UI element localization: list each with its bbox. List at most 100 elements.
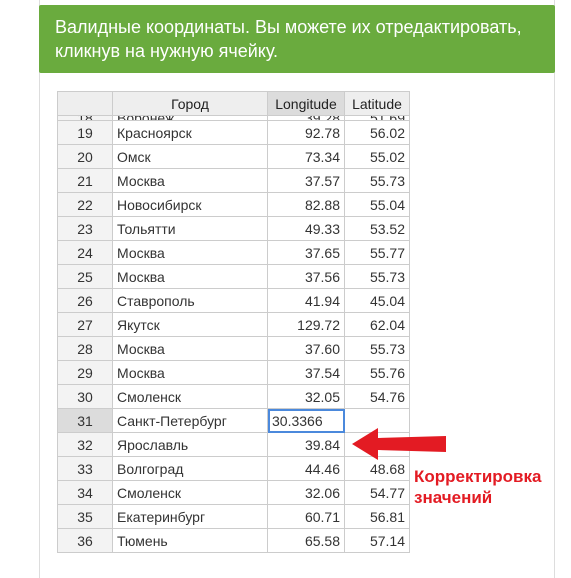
latitude-cell[interactable]: 56.02: [344, 120, 410, 145]
city-cell[interactable]: Санкт-Петербург: [112, 408, 268, 433]
city-cell[interactable]: Смоленск: [112, 384, 268, 409]
latitude-cell[interactable]: 45.04: [344, 288, 410, 313]
table-row: 34 Смоленск 32.06 54.77: [57, 480, 410, 505]
annotation-line-2: значений: [414, 488, 493, 507]
row-number: 31: [57, 408, 113, 433]
longitude-cell[interactable]: 60.71: [267, 504, 345, 529]
longitude-cell[interactable]: 41.94: [267, 288, 345, 313]
row-number: 28: [57, 336, 113, 361]
latitude-cell[interactable]: 55.02: [344, 144, 410, 169]
longitude-cell[interactable]: 37.56: [267, 264, 345, 289]
row-number-header: [57, 91, 113, 116]
annotation-label: Корректировка значений: [414, 466, 541, 508]
longitude-cell[interactable]: 129.72: [267, 312, 345, 337]
table-row: 30 Смоленск 32.05 54.76: [57, 384, 410, 409]
latitude-cell[interactable]: 57.14: [344, 528, 410, 553]
city-cell[interactable]: Смоленск: [112, 480, 268, 505]
table-row: 33 Волгоград 44.46 48.68: [57, 456, 410, 481]
row-number: 33: [57, 456, 113, 481]
latitude-cell[interactable]: 55.76: [344, 360, 410, 385]
table-row: 35 Екатеринбург 60.71 56.81: [57, 504, 410, 529]
longitude-cell[interactable]: 82.88: [267, 192, 345, 217]
longitude-cell[interactable]: 37.57: [267, 168, 345, 193]
row-number: 36: [57, 528, 113, 553]
row-number: 26: [57, 288, 113, 313]
longitude-cell[interactable]: 73.34: [267, 144, 345, 169]
table-row: 21 Москва 37.57 55.73: [57, 168, 410, 193]
longitude-cell[interactable]: 49.33: [267, 216, 345, 241]
table-row: 28 Москва 37.60 55.73: [57, 336, 410, 361]
city-cell[interactable]: Екатеринбург: [112, 504, 268, 529]
city-cell[interactable]: Якутск: [112, 312, 268, 337]
latitude-cell[interactable]: 55.73: [344, 168, 410, 193]
longitude-cell[interactable]: 32.05: [267, 384, 345, 409]
banner-line-1: Валидные координаты. Вы можете их отреда…: [55, 17, 522, 37]
table-row: 23 Тольятти 49.33 53.52: [57, 216, 410, 241]
row-number: 25: [57, 264, 113, 289]
row-number: 34: [57, 480, 113, 505]
city-cell[interactable]: Тюмень: [112, 528, 268, 553]
latitude-cell[interactable]: 55.73: [344, 264, 410, 289]
row-number: 27: [57, 312, 113, 337]
table-row-partial: 18Воронеж39.2851.69: [57, 115, 410, 121]
latitude-cell[interactable]: 55.73: [344, 336, 410, 361]
city-cell[interactable]: Волгоград: [112, 456, 268, 481]
city-cell[interactable]: Москва: [112, 168, 268, 193]
city-cell[interactable]: Новосибирск: [112, 192, 268, 217]
banner-line-2: кликнув на нужную ячейку.: [55, 41, 279, 61]
table-row: 20 Омск 73.34 55.02: [57, 144, 410, 169]
table-row: 36 Тюмень 65.58 57.14: [57, 528, 410, 553]
city-cell[interactable]: Ставрополь: [112, 288, 268, 313]
table-row: 22 Новосибирск 82.88 55.04: [57, 192, 410, 217]
red-arrow-icon: [352, 428, 446, 460]
latitude-cell[interactable]: 53.52: [344, 216, 410, 241]
longitude-column-header[interactable]: Longitude: [267, 91, 345, 116]
row-number: 30: [57, 384, 113, 409]
longitude-edit-input[interactable]: 30.3366: [267, 408, 345, 433]
latitude-cell[interactable]: 55.04: [344, 192, 410, 217]
longitude-cell[interactable]: 65.58: [267, 528, 345, 553]
row-number: 24: [57, 240, 113, 265]
valid-coordinates-banner: Валидные координаты. Вы можете их отреда…: [39, 5, 555, 73]
row-number: 35: [57, 504, 113, 529]
latitude-column-header[interactable]: Latitude: [344, 91, 410, 116]
longitude-cell[interactable]: 37.65: [267, 240, 345, 265]
city-cell[interactable]: Москва: [112, 336, 268, 361]
latitude-cell[interactable]: 56.81: [344, 504, 410, 529]
coordinates-table: Город Longitude Latitude 18Воронеж39.285…: [57, 91, 410, 553]
city-cell[interactable]: Красноярск: [112, 120, 268, 145]
header-row: Город Longitude Latitude: [57, 91, 410, 116]
table-row: 31 Санкт-Петербург 30.3366: [57, 408, 410, 433]
table-row: 26 Ставрополь 41.94 45.04: [57, 288, 410, 313]
annotation-line-1: Корректировка: [414, 467, 542, 486]
longitude-cell[interactable]: 44.46: [267, 456, 345, 481]
longitude-cell[interactable]: 39.84: [267, 432, 345, 457]
row-number: 23: [57, 216, 113, 241]
longitude-cell[interactable]: 37.54: [267, 360, 345, 385]
latitude-cell[interactable]: 54.77: [344, 480, 410, 505]
row-number: 19: [57, 120, 113, 145]
latitude-cell[interactable]: 55.77: [344, 240, 410, 265]
city-cell[interactable]: Москва: [112, 240, 268, 265]
table-row: 25 Москва 37.56 55.73: [57, 264, 410, 289]
city-cell[interactable]: Москва: [112, 264, 268, 289]
longitude-cell[interactable]: 37.60: [267, 336, 345, 361]
row-number: 29: [57, 360, 113, 385]
city-column-header[interactable]: Город: [112, 91, 268, 116]
table-row: 27 Якутск 129.72 62.04: [57, 312, 410, 337]
latitude-cell[interactable]: 62.04: [344, 312, 410, 337]
city-cell[interactable]: Омск: [112, 144, 268, 169]
latitude-cell[interactable]: 54.76: [344, 384, 410, 409]
table-row: 24 Москва 37.65 55.77: [57, 240, 410, 265]
city-cell[interactable]: Москва: [112, 360, 268, 385]
table-row: 19 Красноярск 92.78 56.02: [57, 120, 410, 145]
row-number: 21: [57, 168, 113, 193]
table-row: 29 Москва 37.54 55.76: [57, 360, 410, 385]
row-number: 20: [57, 144, 113, 169]
latitude-cell[interactable]: 48.68: [344, 456, 410, 481]
longitude-cell[interactable]: 32.06: [267, 480, 345, 505]
row-number: 22: [57, 192, 113, 217]
longitude-cell[interactable]: 92.78: [267, 120, 345, 145]
city-cell[interactable]: Тольятти: [112, 216, 268, 241]
city-cell[interactable]: Ярославль: [112, 432, 268, 457]
